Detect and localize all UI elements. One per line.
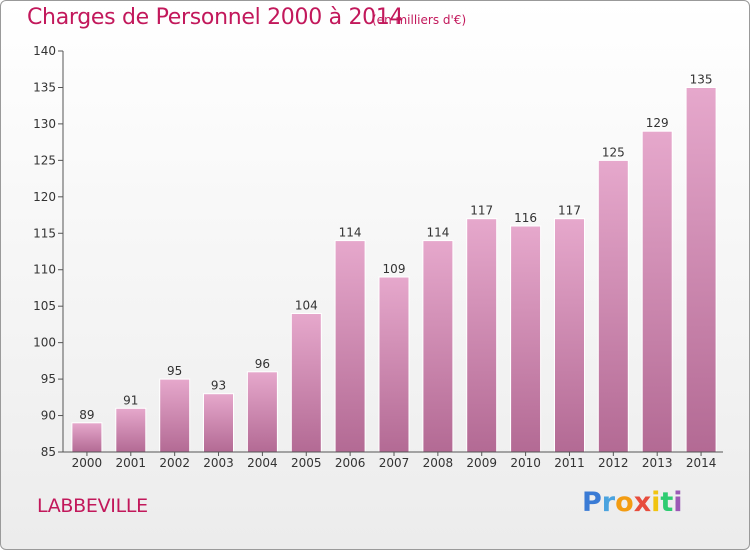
x-tick-label: 2014 — [686, 456, 717, 470]
y-tick-label: 105 — [33, 299, 56, 313]
x-tick-label: 2010 — [510, 456, 541, 470]
y-tick-label: 120 — [33, 190, 56, 204]
x-tick-label: 2002 — [159, 456, 190, 470]
bar-value-label: 93 — [211, 379, 226, 393]
bar — [685, 87, 717, 453]
bar — [290, 313, 322, 453]
y-tick-label: 140 — [33, 44, 56, 58]
proxiti-logo: Proxiti — [582, 487, 683, 518]
bar-value-label: 129 — [646, 116, 669, 130]
logo-letter: o — [615, 487, 634, 518]
x-tick-label: 2008 — [423, 456, 454, 470]
bar — [466, 218, 498, 453]
bar — [203, 393, 234, 453]
bar — [71, 422, 103, 453]
x-tick-label: 2004 — [247, 456, 278, 470]
logo-letter: x — [633, 487, 652, 518]
bar-value-label: 125 — [602, 145, 625, 159]
bar-value-label: 116 — [514, 211, 537, 225]
y-tick-label: 85 — [41, 445, 56, 459]
bar — [159, 378, 191, 453]
x-tick-label: 2009 — [466, 456, 497, 470]
bar-value-label: 104 — [295, 299, 318, 313]
y-tick-label: 110 — [33, 263, 56, 277]
y-tick-label: 95 — [41, 372, 56, 386]
bar — [554, 218, 585, 453]
y-tick-label: 100 — [33, 336, 56, 350]
chart-subtitle: (en milliers d'€) — [372, 13, 467, 27]
y-tick-label: 135 — [33, 81, 56, 95]
logo-letter: i — [651, 487, 661, 518]
x-tick-label: 2005 — [291, 456, 322, 470]
bars-group: 89 91 95 93 96 104 114 109 114 117 116 117 125 129 135 — [71, 73, 717, 453]
x-tick-label: 2003 — [203, 456, 234, 470]
chart-title: Charges de Personnel 2000 à 2014 — [27, 5, 404, 30]
bar — [422, 240, 454, 453]
x-tick-label: 2013 — [642, 456, 673, 470]
bar-value-label: 135 — [690, 73, 713, 87]
bar-value-label: 117 — [470, 204, 493, 218]
x-tick-label: 2007 — [379, 456, 410, 470]
x-tick-label: 2012 — [598, 456, 629, 470]
commune-name: LABBEVILLE — [37, 495, 148, 517]
bar — [510, 225, 542, 453]
bar-value-label: 89 — [79, 408, 94, 422]
bar-value-label: 114 — [339, 226, 362, 240]
bar-value-label: 95 — [167, 364, 182, 378]
bar — [115, 407, 147, 453]
bar — [334, 240, 366, 453]
bar — [378, 276, 410, 453]
y-tick-label: 90 — [41, 409, 56, 423]
y-tick-label: 125 — [33, 153, 56, 167]
bar — [597, 159, 629, 453]
bar-value-label: 117 — [558, 204, 581, 218]
logo-letter: t — [660, 487, 674, 518]
axes-group: 2000 2001 2002 2003 2004 2005 2006 2007 2008 2009… — [33, 44, 723, 470]
x-tick-label: 2000 — [72, 456, 103, 470]
y-tick-label: 130 — [33, 117, 56, 131]
logo-letter: r — [601, 487, 616, 518]
bar-value-label: 91 — [123, 393, 138, 407]
bar-value-label: 96 — [255, 357, 270, 371]
x-tick-label: 2006 — [335, 456, 366, 470]
bar — [246, 371, 278, 453]
bar-value-label: 109 — [383, 262, 406, 276]
bar-value-label: 114 — [426, 226, 449, 240]
x-tick-label: 2011 — [554, 456, 585, 470]
logo-letter: i — [673, 487, 683, 518]
x-tick-label: 2001 — [116, 456, 147, 470]
logo-letter: P — [582, 487, 602, 518]
y-tick-label: 115 — [33, 226, 56, 240]
bar — [641, 130, 673, 453]
